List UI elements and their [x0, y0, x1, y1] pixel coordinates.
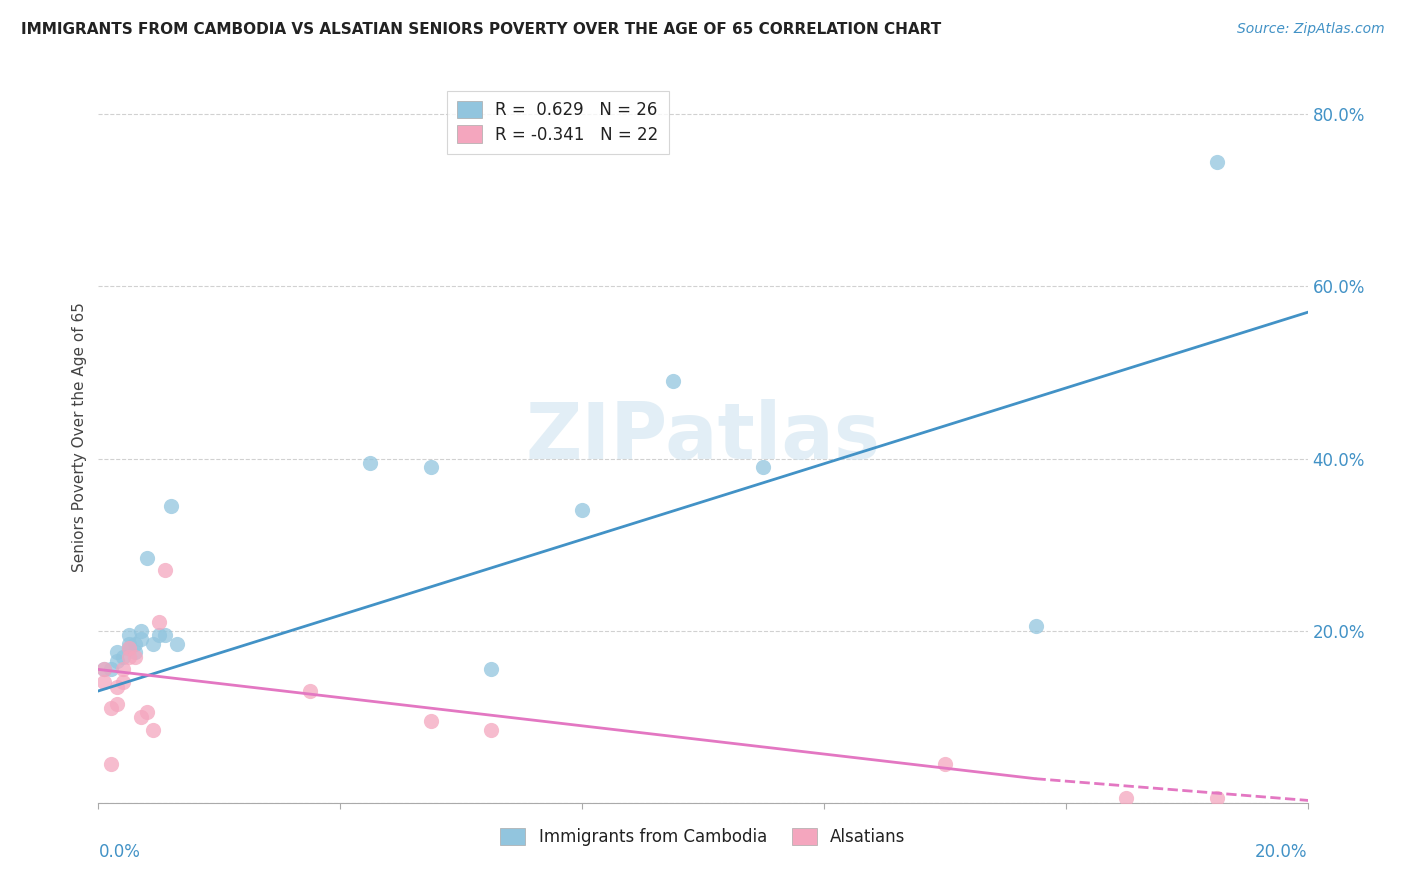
- Point: [100, 701, 122, 715]
- Y-axis label: Seniors Poverty Over the Age of 65: Seniors Poverty Over the Age of 65: [72, 302, 87, 572]
- Point: [93, 662, 115, 676]
- Text: 0.0%: 0.0%: [98, 843, 141, 861]
- Point: [166, 637, 188, 651]
- Point: [661, 374, 683, 388]
- Point: [118, 628, 141, 642]
- Point: [153, 564, 176, 578]
- Point: [105, 697, 128, 711]
- Point: [105, 645, 128, 659]
- Text: 20.0%: 20.0%: [1256, 843, 1308, 861]
- Point: [934, 757, 956, 772]
- Point: [148, 615, 170, 629]
- Point: [118, 637, 141, 651]
- Point: [1206, 154, 1229, 169]
- Point: [420, 460, 443, 475]
- Point: [153, 628, 176, 642]
- Point: [420, 714, 443, 728]
- Point: [142, 637, 165, 651]
- Point: [105, 680, 128, 694]
- Point: [100, 662, 122, 676]
- Point: [481, 662, 503, 676]
- Point: [118, 640, 141, 655]
- Point: [142, 723, 165, 737]
- Point: [118, 649, 141, 664]
- Point: [111, 675, 134, 690]
- Point: [129, 624, 152, 638]
- Point: [299, 684, 322, 698]
- Point: [135, 706, 157, 720]
- Point: [1024, 619, 1046, 633]
- Point: [93, 675, 115, 690]
- Point: [93, 662, 115, 676]
- Point: [148, 628, 170, 642]
- Point: [481, 723, 503, 737]
- Point: [111, 649, 134, 664]
- Legend: Immigrants from Cambodia, Alsatians: Immigrants from Cambodia, Alsatians: [494, 822, 912, 853]
- Point: [135, 550, 157, 565]
- Point: [129, 710, 152, 724]
- Point: [1206, 791, 1229, 805]
- Point: [752, 460, 775, 475]
- Point: [160, 499, 183, 513]
- Point: [571, 503, 593, 517]
- Point: [124, 649, 146, 664]
- Point: [118, 640, 141, 655]
- Point: [100, 757, 122, 772]
- Point: [360, 456, 382, 470]
- Point: [1115, 791, 1137, 805]
- Point: [124, 637, 146, 651]
- Text: ZIPatlas: ZIPatlas: [526, 399, 880, 475]
- Point: [105, 654, 128, 668]
- Text: Source: ZipAtlas.com: Source: ZipAtlas.com: [1237, 22, 1385, 37]
- Point: [124, 645, 146, 659]
- Text: IMMIGRANTS FROM CAMBODIA VS ALSATIAN SENIORS POVERTY OVER THE AGE OF 65 CORRELAT: IMMIGRANTS FROM CAMBODIA VS ALSATIAN SEN…: [21, 22, 942, 37]
- Point: [129, 632, 152, 647]
- Point: [111, 662, 134, 676]
